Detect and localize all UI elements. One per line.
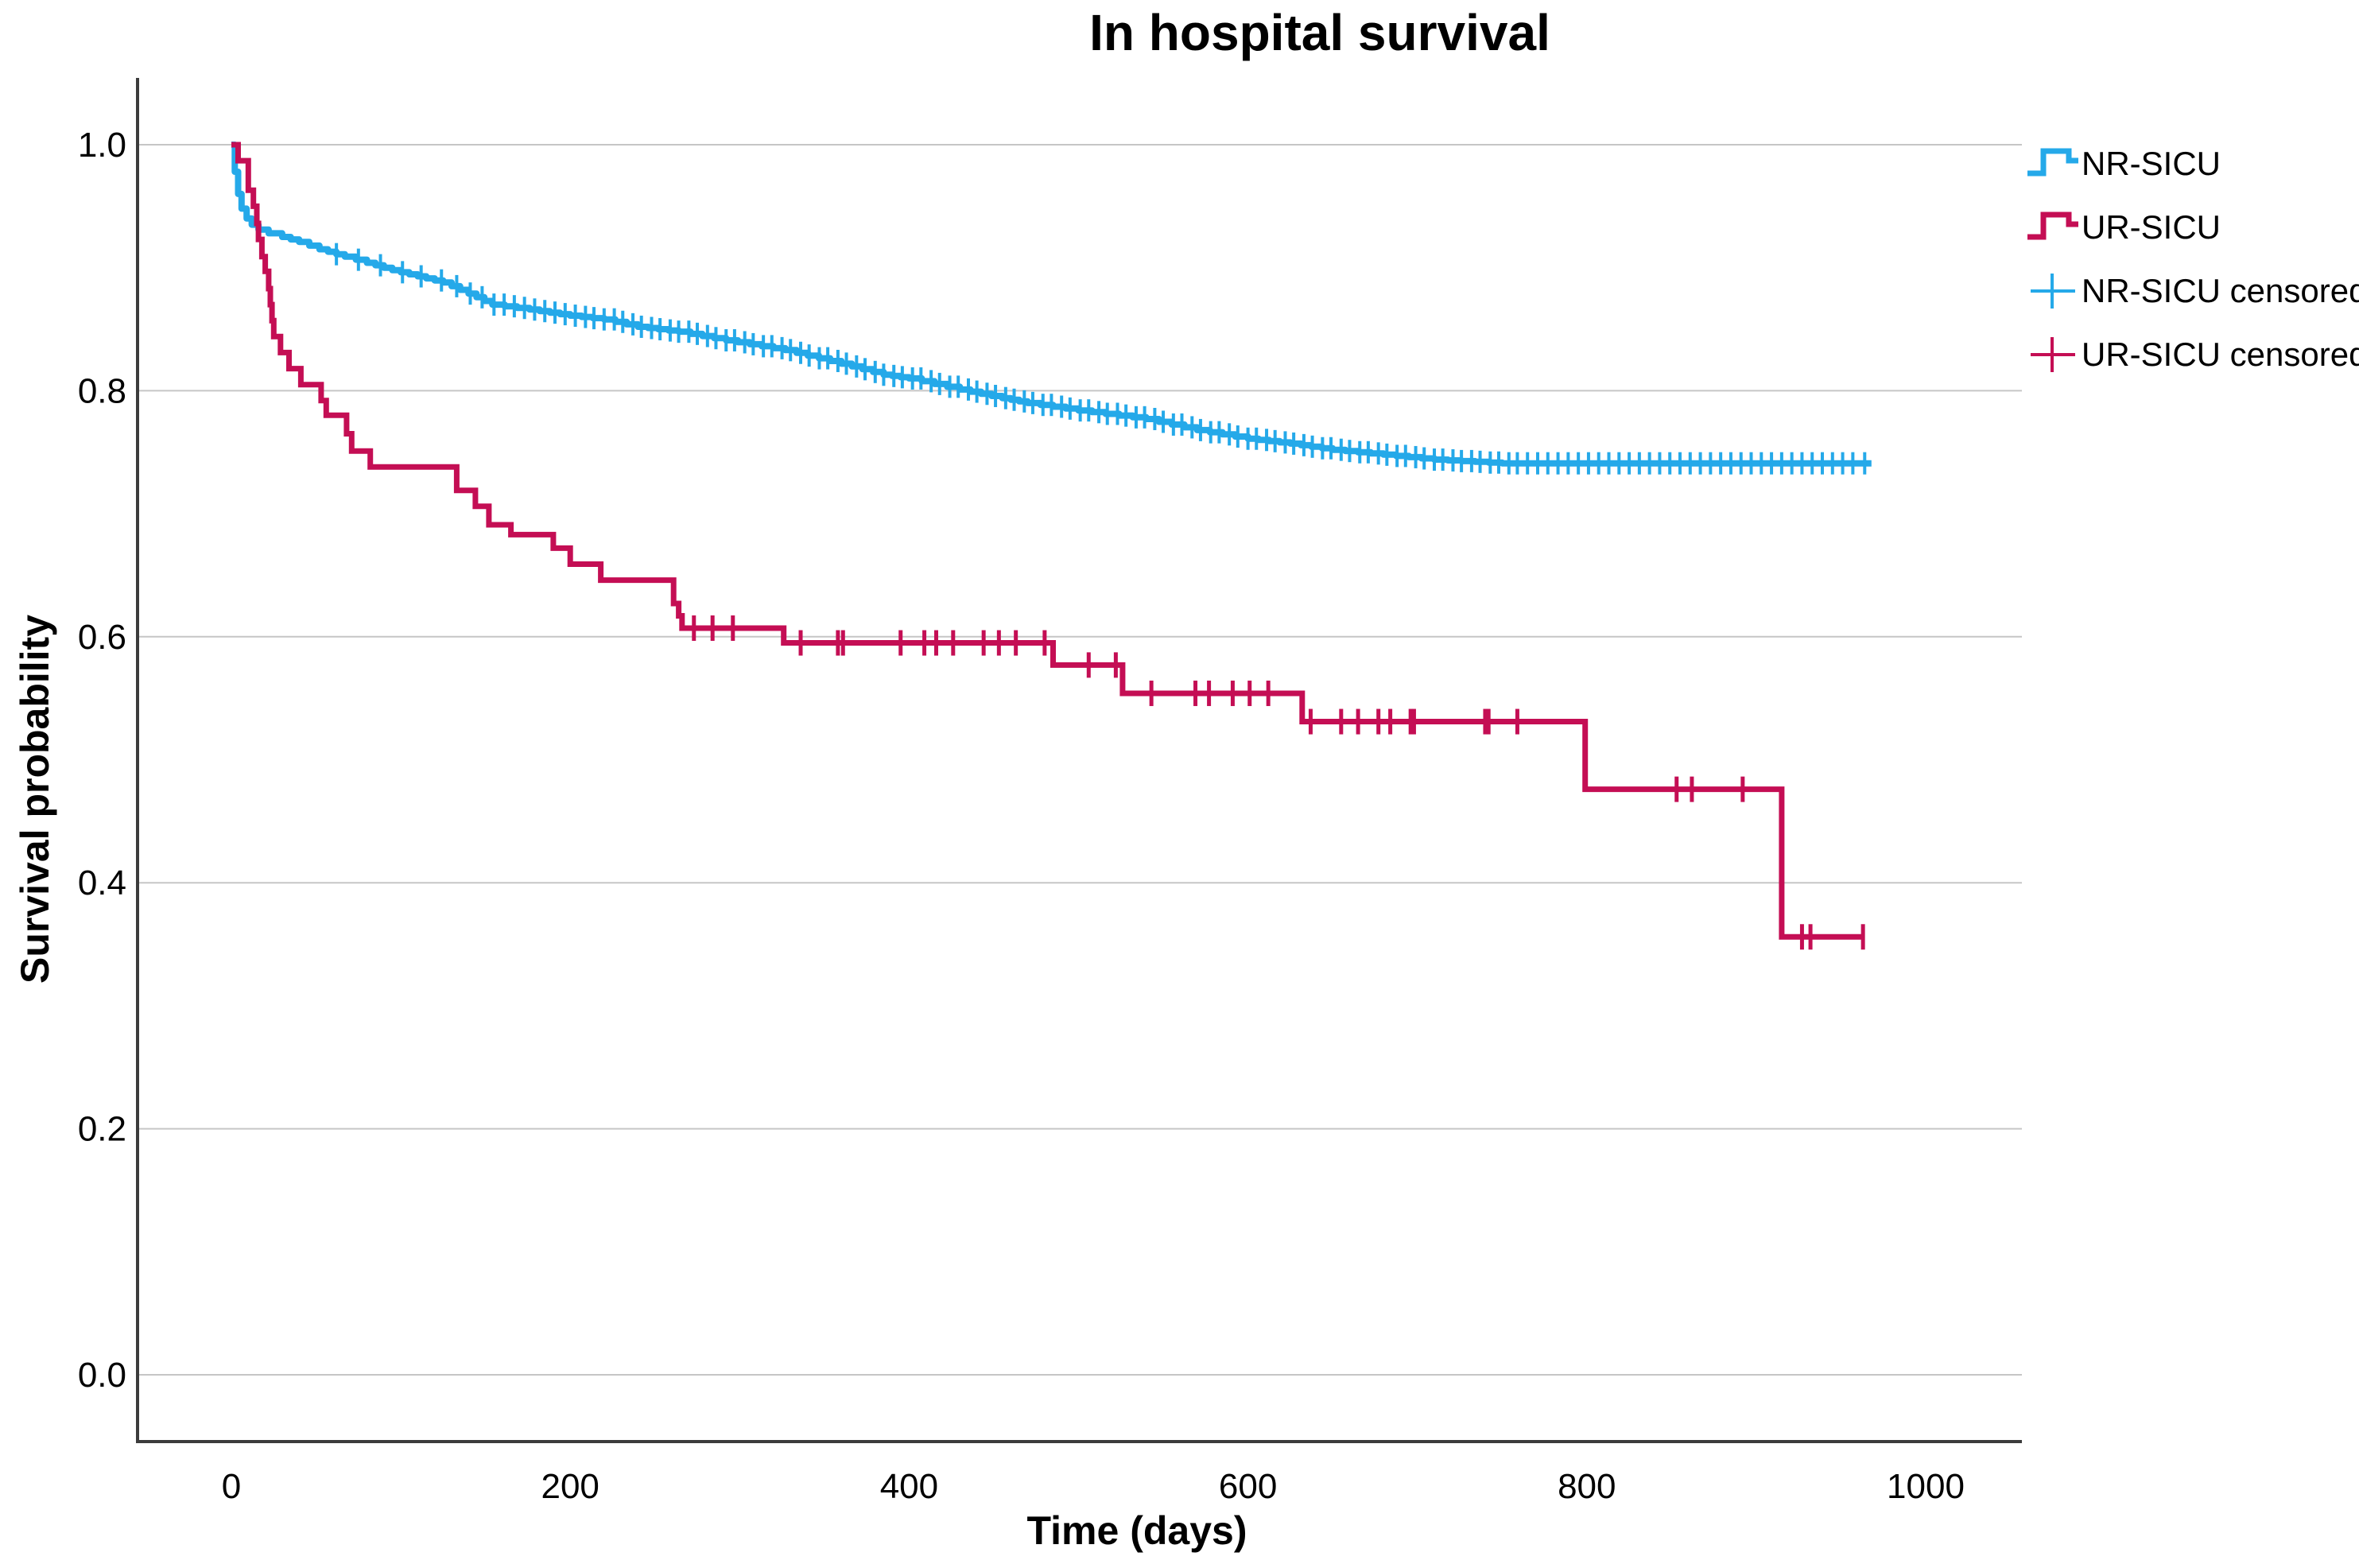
legend-label: UR-SICU censored [2082, 336, 2359, 373]
nr-sicu-line-icon [2027, 148, 2078, 177]
chart-title: In hospital survival [1089, 4, 1550, 61]
ur-sicu-line-icon [2027, 212, 2078, 240]
x-tick-label: 0 [222, 1467, 241, 1506]
legend-label: NR-SICU [2082, 145, 2221, 182]
x-axis-title: Time (days) [1026, 1508, 1247, 1553]
nr-sicu-censored-plus-icon [2031, 274, 2075, 309]
legend-item-ur-sicu: UR-SICU [2026, 196, 2359, 259]
x-tick-label: 600 [1219, 1467, 1277, 1506]
y-tick-label: 0.2 [78, 1110, 126, 1149]
y-tick-label: 0.6 [78, 618, 126, 657]
legend: NR-SICU UR-SICU NR-SICU censored UR-SICU… [2026, 132, 2359, 386]
legend-label: UR-SICU [2082, 208, 2221, 246]
ur-sicu-censored-plus-icon [2031, 337, 2075, 372]
legend-item-nr-sicu-censored: NR-SICU censored [2026, 259, 2359, 323]
y-tick-label: 0.8 [78, 371, 126, 410]
x-tick-label: 400 [880, 1467, 938, 1506]
y-tick-label: 1.0 [78, 126, 126, 165]
ur-sicu-curve [231, 142, 1864, 940]
legend-item-ur-sicu-censored: UR-SICU censored [2026, 323, 2359, 386]
x-tick-label: 1000 [1887, 1467, 1965, 1506]
legend-item-nr-sicu: NR-SICU [2026, 132, 2359, 196]
legend-label: NR-SICU censored [2082, 272, 2359, 309]
y-tick-label: 0.0 [78, 1356, 126, 1395]
y-tick-label: 0.4 [78, 864, 126, 902]
x-tick-label: 200 [541, 1467, 599, 1506]
x-tick-label: 800 [1558, 1467, 1616, 1506]
